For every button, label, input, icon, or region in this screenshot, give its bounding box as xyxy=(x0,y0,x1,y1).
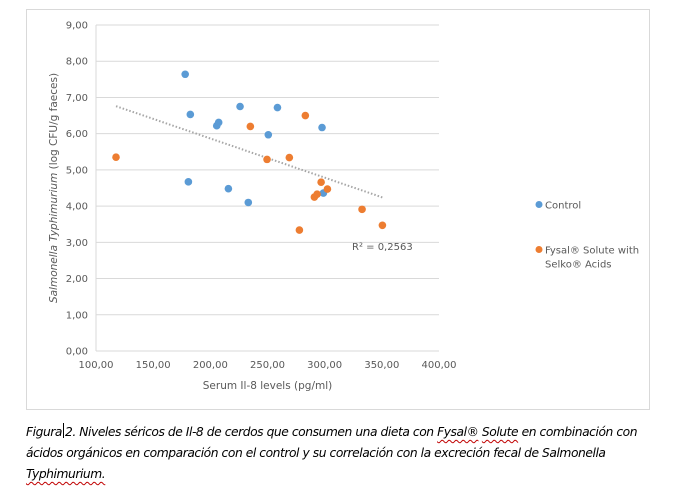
y-tick-label: 4,00 xyxy=(66,202,88,213)
legend-label-fysal: Fysal® Solute with xyxy=(545,246,639,257)
caption-solute-misspelled[interactable]: Solute xyxy=(481,425,519,439)
point-fysal xyxy=(285,153,294,162)
y-tick-label: 3,00 xyxy=(66,238,88,249)
y-axis-title-italic: Salmonella Typhimurium xyxy=(48,173,60,303)
point-fysal xyxy=(323,185,332,193)
point-fysal xyxy=(378,221,387,230)
point-fysal xyxy=(246,122,255,131)
y-tick-label: 2,00 xyxy=(66,274,88,285)
caption-typhimurium-misspelled[interactable]: Typhimurium. xyxy=(26,467,106,481)
trendline xyxy=(115,105,383,199)
point-control xyxy=(186,110,195,119)
gridlines xyxy=(96,24,439,352)
caption-prefix: Figura xyxy=(26,425,62,439)
point-control xyxy=(244,198,253,207)
scatter-chart: 0,00 1,00 2,00 3,00 4,00 5,00 6,00 7,00 8,00 9,00… xyxy=(48,21,639,393)
text-cursor xyxy=(62,423,64,438)
y-tick-label: 1,00 xyxy=(66,310,88,321)
legend: Control Fysal® Solute with Selko® Acids xyxy=(535,201,639,271)
point-control xyxy=(184,178,193,186)
point-control xyxy=(181,70,189,79)
point-fysal xyxy=(295,226,304,234)
y-tick-label: 5,00 xyxy=(66,165,88,176)
legend-marker-fysal xyxy=(535,246,543,253)
legend-label-fysal: Selko® Acids xyxy=(545,260,612,271)
x-tick-label: 250,00 xyxy=(250,360,285,371)
caption-text-2: en combinación con ácidos orgánicos en c… xyxy=(26,425,638,460)
y-tick-label: 0,00 xyxy=(66,347,88,358)
point-control xyxy=(318,123,326,132)
caption-text-1: 2. Niveles séricos de Il-8 de cerdos que… xyxy=(64,425,438,439)
y-tick-label: 7,00 xyxy=(66,93,88,104)
y-tick-label: 8,00 xyxy=(66,57,88,68)
x-tick-label: 350,00 xyxy=(364,360,399,371)
point-fysal xyxy=(112,153,120,162)
point-control xyxy=(264,130,273,139)
point-fysal xyxy=(313,190,321,198)
y-axis-title-rest: (log CFU/g faeces) xyxy=(48,73,60,173)
trendline-group xyxy=(115,105,383,199)
point-control xyxy=(214,118,223,127)
y-tick-label: 9,00 xyxy=(66,21,88,32)
y-axis-title: Salmonella Typhimurium (log CFU/g faeces… xyxy=(48,73,60,303)
y-tick-label: 6,00 xyxy=(66,129,88,140)
point-control xyxy=(273,103,282,112)
point-control xyxy=(224,184,233,193)
axes: 0,00 1,00 2,00 3,00 4,00 5,00 6,00 7,00 8,00 9,00… xyxy=(66,21,457,372)
figure-caption[interactable]: Figura 2. Niveles séricos de Il-8 de cerd… xyxy=(26,422,666,485)
point-fysal xyxy=(358,205,366,214)
point-fysal xyxy=(301,111,310,120)
x-axis-title: Serum Il-8 levels (pg/ml) xyxy=(203,380,332,392)
chart-area[interactable]: 0,00 1,00 2,00 3,00 4,00 5,00 6,00 7,00 8,00 9,00… xyxy=(26,9,650,410)
x-tick-label: 100,00 xyxy=(79,360,114,371)
legend-marker-control xyxy=(535,201,543,208)
point-fysal xyxy=(263,155,271,164)
point-fysal xyxy=(317,178,325,187)
r-squared-label: R² = 0,2563 xyxy=(352,242,413,253)
point-control xyxy=(236,102,244,111)
data-points xyxy=(112,70,387,234)
x-tick-label: 200,00 xyxy=(193,360,228,371)
x-tick-label: 300,00 xyxy=(307,360,342,371)
x-tick-label: 400,00 xyxy=(422,360,457,371)
legend-label-control: Control xyxy=(545,201,581,212)
caption-fysal-misspelled[interactable]: Fysal® xyxy=(437,425,479,439)
x-tick-label: 150,00 xyxy=(136,360,171,371)
